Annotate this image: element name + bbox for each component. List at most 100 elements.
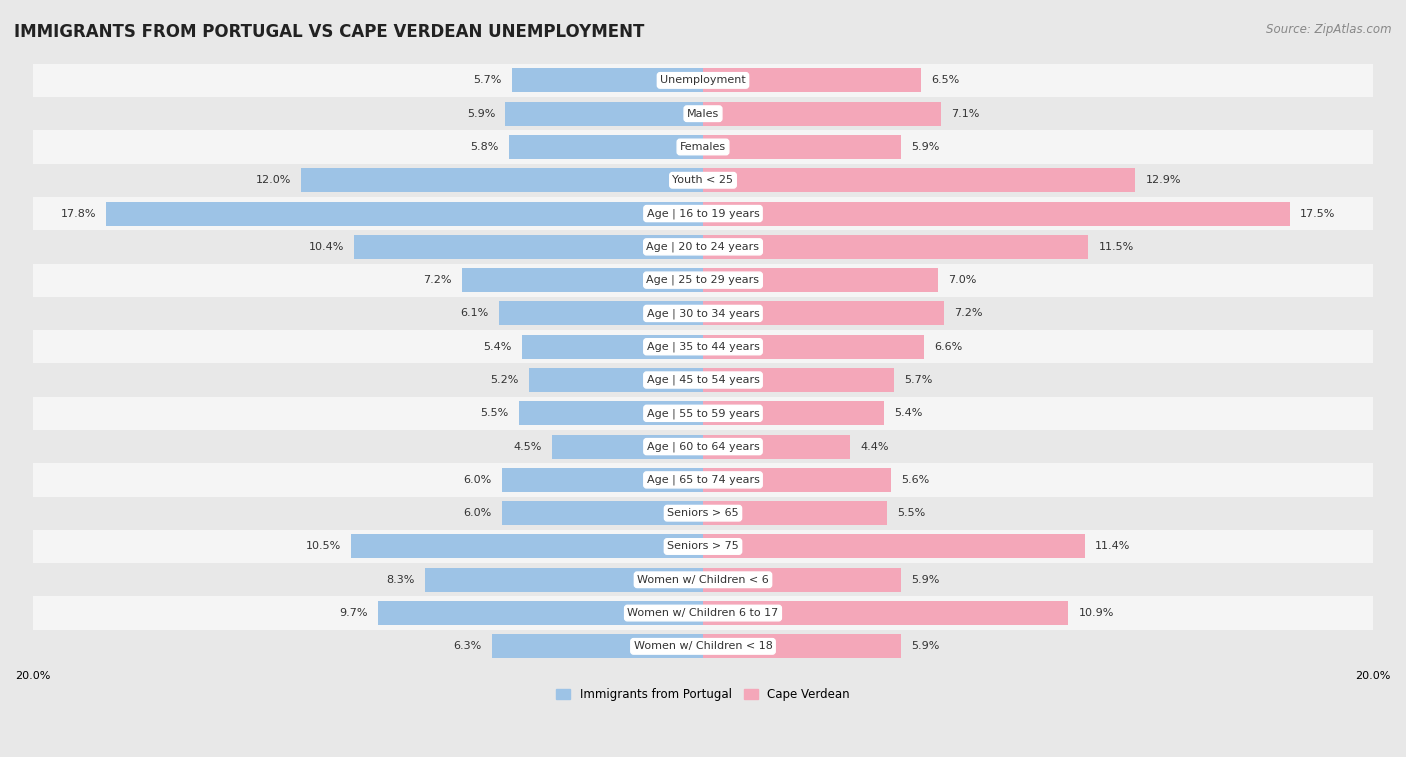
Text: Source: ZipAtlas.com: Source: ZipAtlas.com bbox=[1267, 23, 1392, 36]
Bar bbox=[425, 568, 703, 592]
Text: 5.7%: 5.7% bbox=[904, 375, 932, 385]
Bar bbox=[703, 568, 901, 592]
Text: 6.3%: 6.3% bbox=[454, 641, 482, 651]
Text: 6.6%: 6.6% bbox=[934, 341, 963, 352]
Bar bbox=[703, 68, 921, 92]
Bar bbox=[32, 397, 1374, 430]
Text: 7.2%: 7.2% bbox=[955, 308, 983, 319]
Bar bbox=[107, 201, 703, 226]
Bar bbox=[32, 430, 1374, 463]
Text: 12.9%: 12.9% bbox=[1146, 176, 1181, 185]
Bar bbox=[703, 168, 1136, 192]
Bar bbox=[32, 230, 1374, 263]
Bar bbox=[32, 330, 1374, 363]
Text: 5.8%: 5.8% bbox=[470, 142, 499, 152]
Text: 11.5%: 11.5% bbox=[1098, 241, 1133, 252]
Bar bbox=[703, 101, 941, 126]
Bar bbox=[32, 130, 1374, 164]
Bar bbox=[529, 368, 703, 392]
Text: 5.9%: 5.9% bbox=[911, 142, 939, 152]
Bar bbox=[32, 263, 1374, 297]
Text: Age | 16 to 19 years: Age | 16 to 19 years bbox=[647, 208, 759, 219]
Bar bbox=[703, 368, 894, 392]
Text: 9.7%: 9.7% bbox=[339, 608, 368, 618]
Bar bbox=[32, 363, 1374, 397]
Bar bbox=[32, 164, 1374, 197]
Bar bbox=[509, 135, 703, 159]
Bar bbox=[499, 301, 703, 326]
Legend: Immigrants from Portugal, Cape Verdean: Immigrants from Portugal, Cape Verdean bbox=[551, 684, 855, 706]
Text: 4.5%: 4.5% bbox=[513, 441, 543, 452]
Text: 11.4%: 11.4% bbox=[1095, 541, 1130, 552]
Text: 7.1%: 7.1% bbox=[950, 109, 980, 119]
Text: Unemployment: Unemployment bbox=[661, 76, 745, 86]
Bar bbox=[505, 101, 703, 126]
Bar bbox=[703, 335, 924, 359]
Text: Age | 65 to 74 years: Age | 65 to 74 years bbox=[647, 475, 759, 485]
Bar bbox=[461, 268, 703, 292]
Text: 17.5%: 17.5% bbox=[1299, 209, 1334, 219]
Bar bbox=[352, 534, 703, 559]
Text: Age | 25 to 29 years: Age | 25 to 29 years bbox=[647, 275, 759, 285]
Text: Age | 35 to 44 years: Age | 35 to 44 years bbox=[647, 341, 759, 352]
Bar bbox=[32, 530, 1374, 563]
Bar bbox=[703, 468, 890, 492]
Text: 5.9%: 5.9% bbox=[911, 641, 939, 651]
Text: 4.4%: 4.4% bbox=[860, 441, 889, 452]
Bar bbox=[703, 601, 1069, 625]
Bar bbox=[32, 563, 1374, 597]
Text: Age | 55 to 59 years: Age | 55 to 59 years bbox=[647, 408, 759, 419]
Text: 10.4%: 10.4% bbox=[309, 241, 344, 252]
Bar bbox=[703, 435, 851, 459]
Bar bbox=[703, 634, 901, 659]
Bar bbox=[354, 235, 703, 259]
Text: 7.0%: 7.0% bbox=[948, 275, 976, 285]
Bar bbox=[32, 64, 1374, 97]
Bar bbox=[301, 168, 703, 192]
Text: IMMIGRANTS FROM PORTUGAL VS CAPE VERDEAN UNEMPLOYMENT: IMMIGRANTS FROM PORTUGAL VS CAPE VERDEAN… bbox=[14, 23, 644, 41]
Text: Seniors > 75: Seniors > 75 bbox=[666, 541, 740, 552]
Text: 12.0%: 12.0% bbox=[256, 176, 291, 185]
Text: 5.4%: 5.4% bbox=[894, 408, 922, 419]
Bar bbox=[522, 335, 703, 359]
Text: Youth < 25: Youth < 25 bbox=[672, 176, 734, 185]
Text: 10.9%: 10.9% bbox=[1078, 608, 1114, 618]
Text: 5.5%: 5.5% bbox=[897, 508, 925, 519]
Text: Age | 30 to 34 years: Age | 30 to 34 years bbox=[647, 308, 759, 319]
Bar bbox=[32, 197, 1374, 230]
Bar bbox=[703, 135, 901, 159]
Bar bbox=[512, 68, 703, 92]
Bar bbox=[703, 235, 1088, 259]
Text: 7.2%: 7.2% bbox=[423, 275, 451, 285]
Text: 5.7%: 5.7% bbox=[474, 76, 502, 86]
Bar bbox=[492, 634, 703, 659]
Bar bbox=[703, 501, 887, 525]
Bar bbox=[32, 463, 1374, 497]
Text: 5.4%: 5.4% bbox=[484, 341, 512, 352]
Text: Females: Females bbox=[681, 142, 725, 152]
Bar bbox=[703, 201, 1289, 226]
Bar bbox=[32, 630, 1374, 663]
Text: 5.9%: 5.9% bbox=[911, 575, 939, 584]
Text: 6.5%: 6.5% bbox=[931, 76, 959, 86]
Text: 5.9%: 5.9% bbox=[467, 109, 495, 119]
Text: 10.5%: 10.5% bbox=[305, 541, 342, 552]
Bar bbox=[32, 497, 1374, 530]
Text: Women w/ Children < 18: Women w/ Children < 18 bbox=[634, 641, 772, 651]
Bar bbox=[32, 97, 1374, 130]
Bar bbox=[32, 597, 1374, 630]
Text: 17.8%: 17.8% bbox=[60, 209, 97, 219]
Text: Males: Males bbox=[688, 109, 718, 119]
Text: Women w/ Children 6 to 17: Women w/ Children 6 to 17 bbox=[627, 608, 779, 618]
Text: 5.5%: 5.5% bbox=[481, 408, 509, 419]
Text: 5.2%: 5.2% bbox=[491, 375, 519, 385]
Bar bbox=[703, 301, 945, 326]
Text: Women w/ Children < 6: Women w/ Children < 6 bbox=[637, 575, 769, 584]
Bar bbox=[703, 534, 1085, 559]
Bar bbox=[703, 268, 938, 292]
Text: Seniors > 65: Seniors > 65 bbox=[668, 508, 738, 519]
Text: Age | 60 to 64 years: Age | 60 to 64 years bbox=[647, 441, 759, 452]
Text: 6.0%: 6.0% bbox=[464, 475, 492, 485]
Bar bbox=[703, 401, 884, 425]
Bar bbox=[378, 601, 703, 625]
